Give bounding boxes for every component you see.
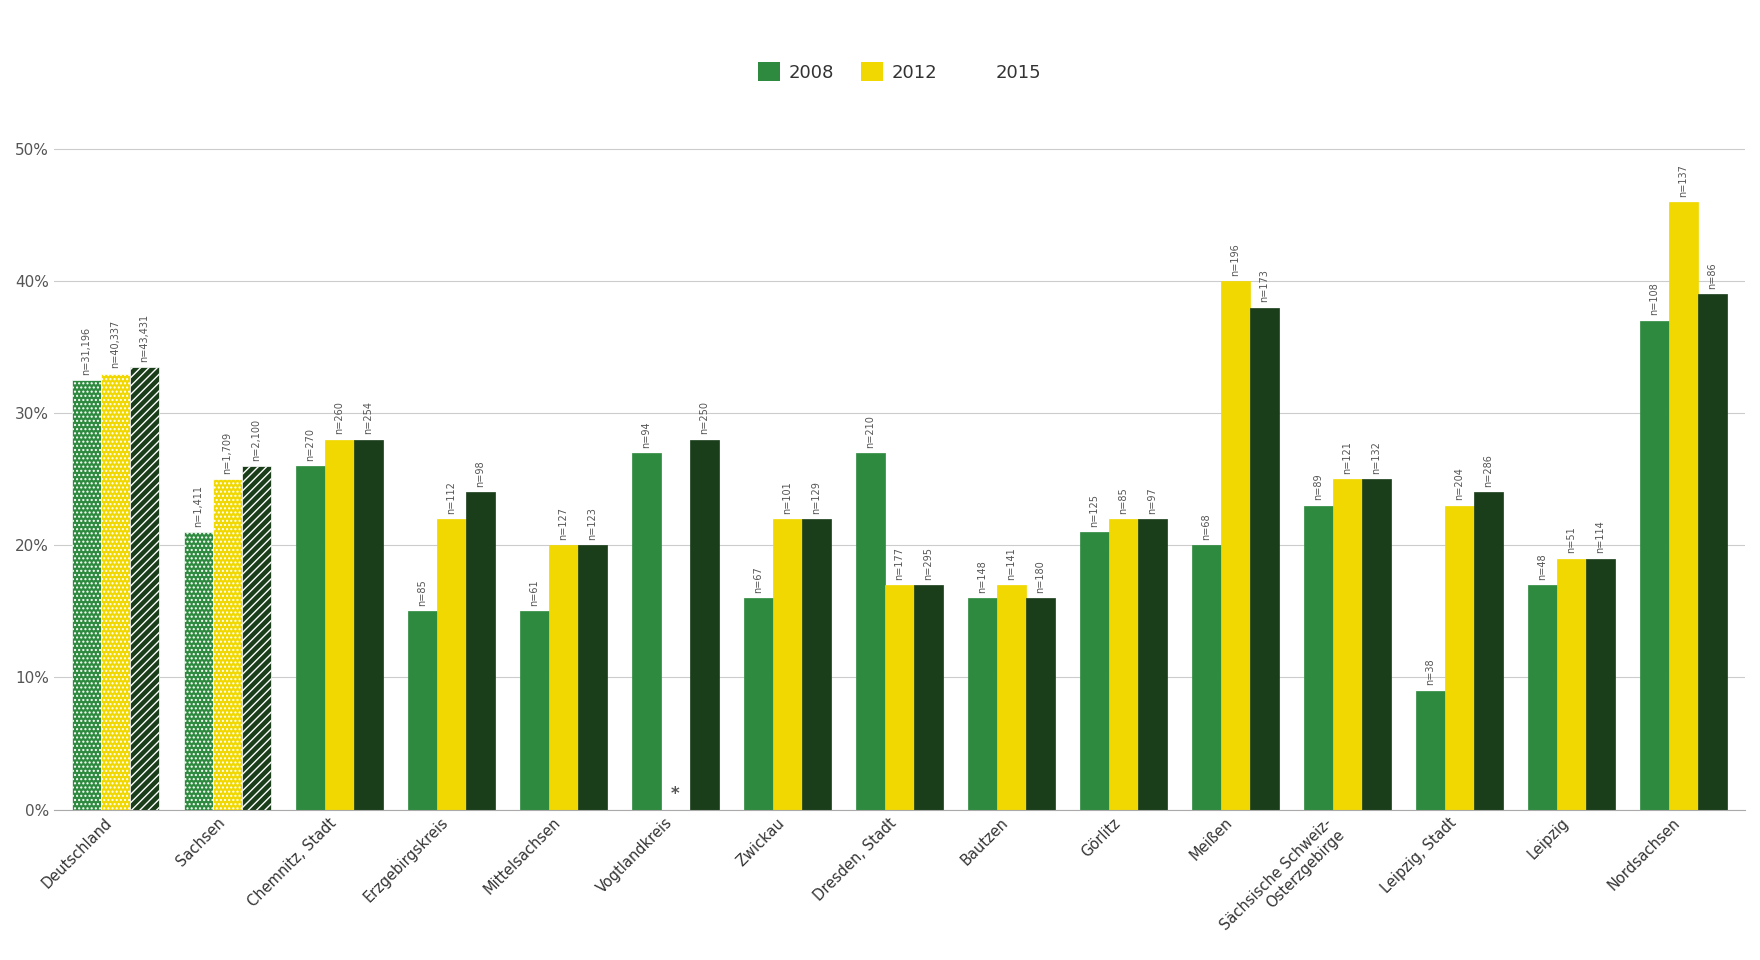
Text: *: *: [671, 785, 679, 803]
Bar: [1640, 321, 1668, 809]
Text: n=123: n=123: [588, 507, 598, 540]
Bar: [466, 492, 495, 809]
Text: n=121: n=121: [1343, 441, 1352, 474]
Bar: [296, 466, 326, 809]
Text: n=210: n=210: [866, 415, 875, 447]
Text: n=85: n=85: [1118, 487, 1128, 514]
Bar: [1332, 479, 1362, 809]
Bar: [519, 612, 549, 809]
Text: n=68: n=68: [1202, 514, 1211, 540]
Bar: [996, 585, 1026, 809]
Text: n=94: n=94: [641, 420, 651, 447]
Text: n=260: n=260: [334, 401, 345, 434]
Text: n=180: n=180: [1035, 560, 1045, 593]
Text: n=270: n=270: [304, 428, 315, 461]
Text: n=48: n=48: [1536, 553, 1547, 580]
Text: n=177: n=177: [894, 546, 905, 580]
Bar: [1109, 519, 1139, 809]
Text: n=40,337: n=40,337: [111, 320, 120, 369]
Bar: [1586, 559, 1616, 809]
Text: n=38: n=38: [1426, 659, 1436, 685]
Text: n=250: n=250: [699, 401, 709, 434]
Text: n=85: n=85: [417, 580, 428, 606]
Bar: [803, 519, 831, 809]
Text: n=148: n=148: [977, 560, 987, 593]
Text: n=2,100: n=2,100: [252, 419, 262, 461]
Text: n=97: n=97: [1148, 487, 1158, 514]
Text: n=132: n=132: [1371, 441, 1382, 474]
Bar: [100, 373, 130, 809]
Bar: [1415, 690, 1445, 809]
Bar: [1668, 202, 1698, 809]
Text: n=101: n=101: [783, 481, 792, 514]
Text: n=108: n=108: [1649, 282, 1660, 316]
Text: n=89: n=89: [1313, 474, 1324, 500]
Bar: [549, 545, 577, 809]
Bar: [1192, 545, 1221, 809]
Legend: 2008, 2012, 2015: 2008, 2012, 2015: [752, 56, 1049, 89]
Text: n=86: n=86: [1707, 262, 1718, 289]
Bar: [1304, 506, 1332, 809]
Bar: [183, 532, 213, 809]
Bar: [130, 367, 158, 809]
Text: n=1,709: n=1,709: [222, 432, 232, 474]
Bar: [1139, 519, 1167, 809]
Bar: [436, 519, 466, 809]
Text: n=137: n=137: [1679, 163, 1688, 197]
Bar: [913, 585, 943, 809]
Text: n=43,431: n=43,431: [139, 314, 150, 362]
Bar: [855, 453, 885, 809]
Bar: [243, 466, 271, 809]
Text: n=127: n=127: [558, 507, 568, 540]
Text: n=61: n=61: [530, 580, 539, 606]
Bar: [885, 585, 913, 809]
Text: n=196: n=196: [1230, 243, 1241, 276]
Text: n=254: n=254: [364, 401, 373, 434]
Text: n=204: n=204: [1454, 468, 1464, 500]
Bar: [968, 598, 996, 809]
Text: n=173: n=173: [1260, 270, 1269, 302]
Bar: [408, 612, 436, 809]
Text: n=51: n=51: [1566, 526, 1577, 553]
Bar: [1473, 492, 1503, 809]
Bar: [773, 519, 803, 809]
Bar: [354, 440, 384, 809]
Text: n=125: n=125: [1089, 493, 1100, 527]
Bar: [213, 479, 243, 809]
Text: n=114: n=114: [1596, 520, 1605, 553]
Bar: [1026, 598, 1054, 809]
Text: n=286: n=286: [1484, 454, 1494, 488]
Bar: [72, 380, 100, 809]
Text: n=112: n=112: [447, 481, 456, 514]
Bar: [1558, 559, 1586, 809]
Text: n=1,411: n=1,411: [194, 485, 204, 527]
Bar: [1221, 281, 1250, 809]
Text: n=31,196: n=31,196: [81, 326, 92, 375]
Bar: [1362, 479, 1390, 809]
Bar: [1528, 585, 1558, 809]
Text: n=141: n=141: [1007, 547, 1017, 580]
Bar: [1445, 506, 1473, 809]
Bar: [1250, 307, 1280, 809]
Text: n=67: n=67: [753, 566, 764, 593]
Bar: [1079, 532, 1109, 809]
Bar: [577, 545, 607, 809]
Bar: [744, 598, 773, 809]
Bar: [690, 440, 720, 809]
Text: n=129: n=129: [811, 481, 822, 514]
Bar: [632, 453, 660, 809]
Text: n=295: n=295: [924, 546, 933, 580]
Bar: [1698, 295, 1727, 809]
Bar: [326, 440, 354, 809]
Text: n=98: n=98: [475, 461, 486, 488]
